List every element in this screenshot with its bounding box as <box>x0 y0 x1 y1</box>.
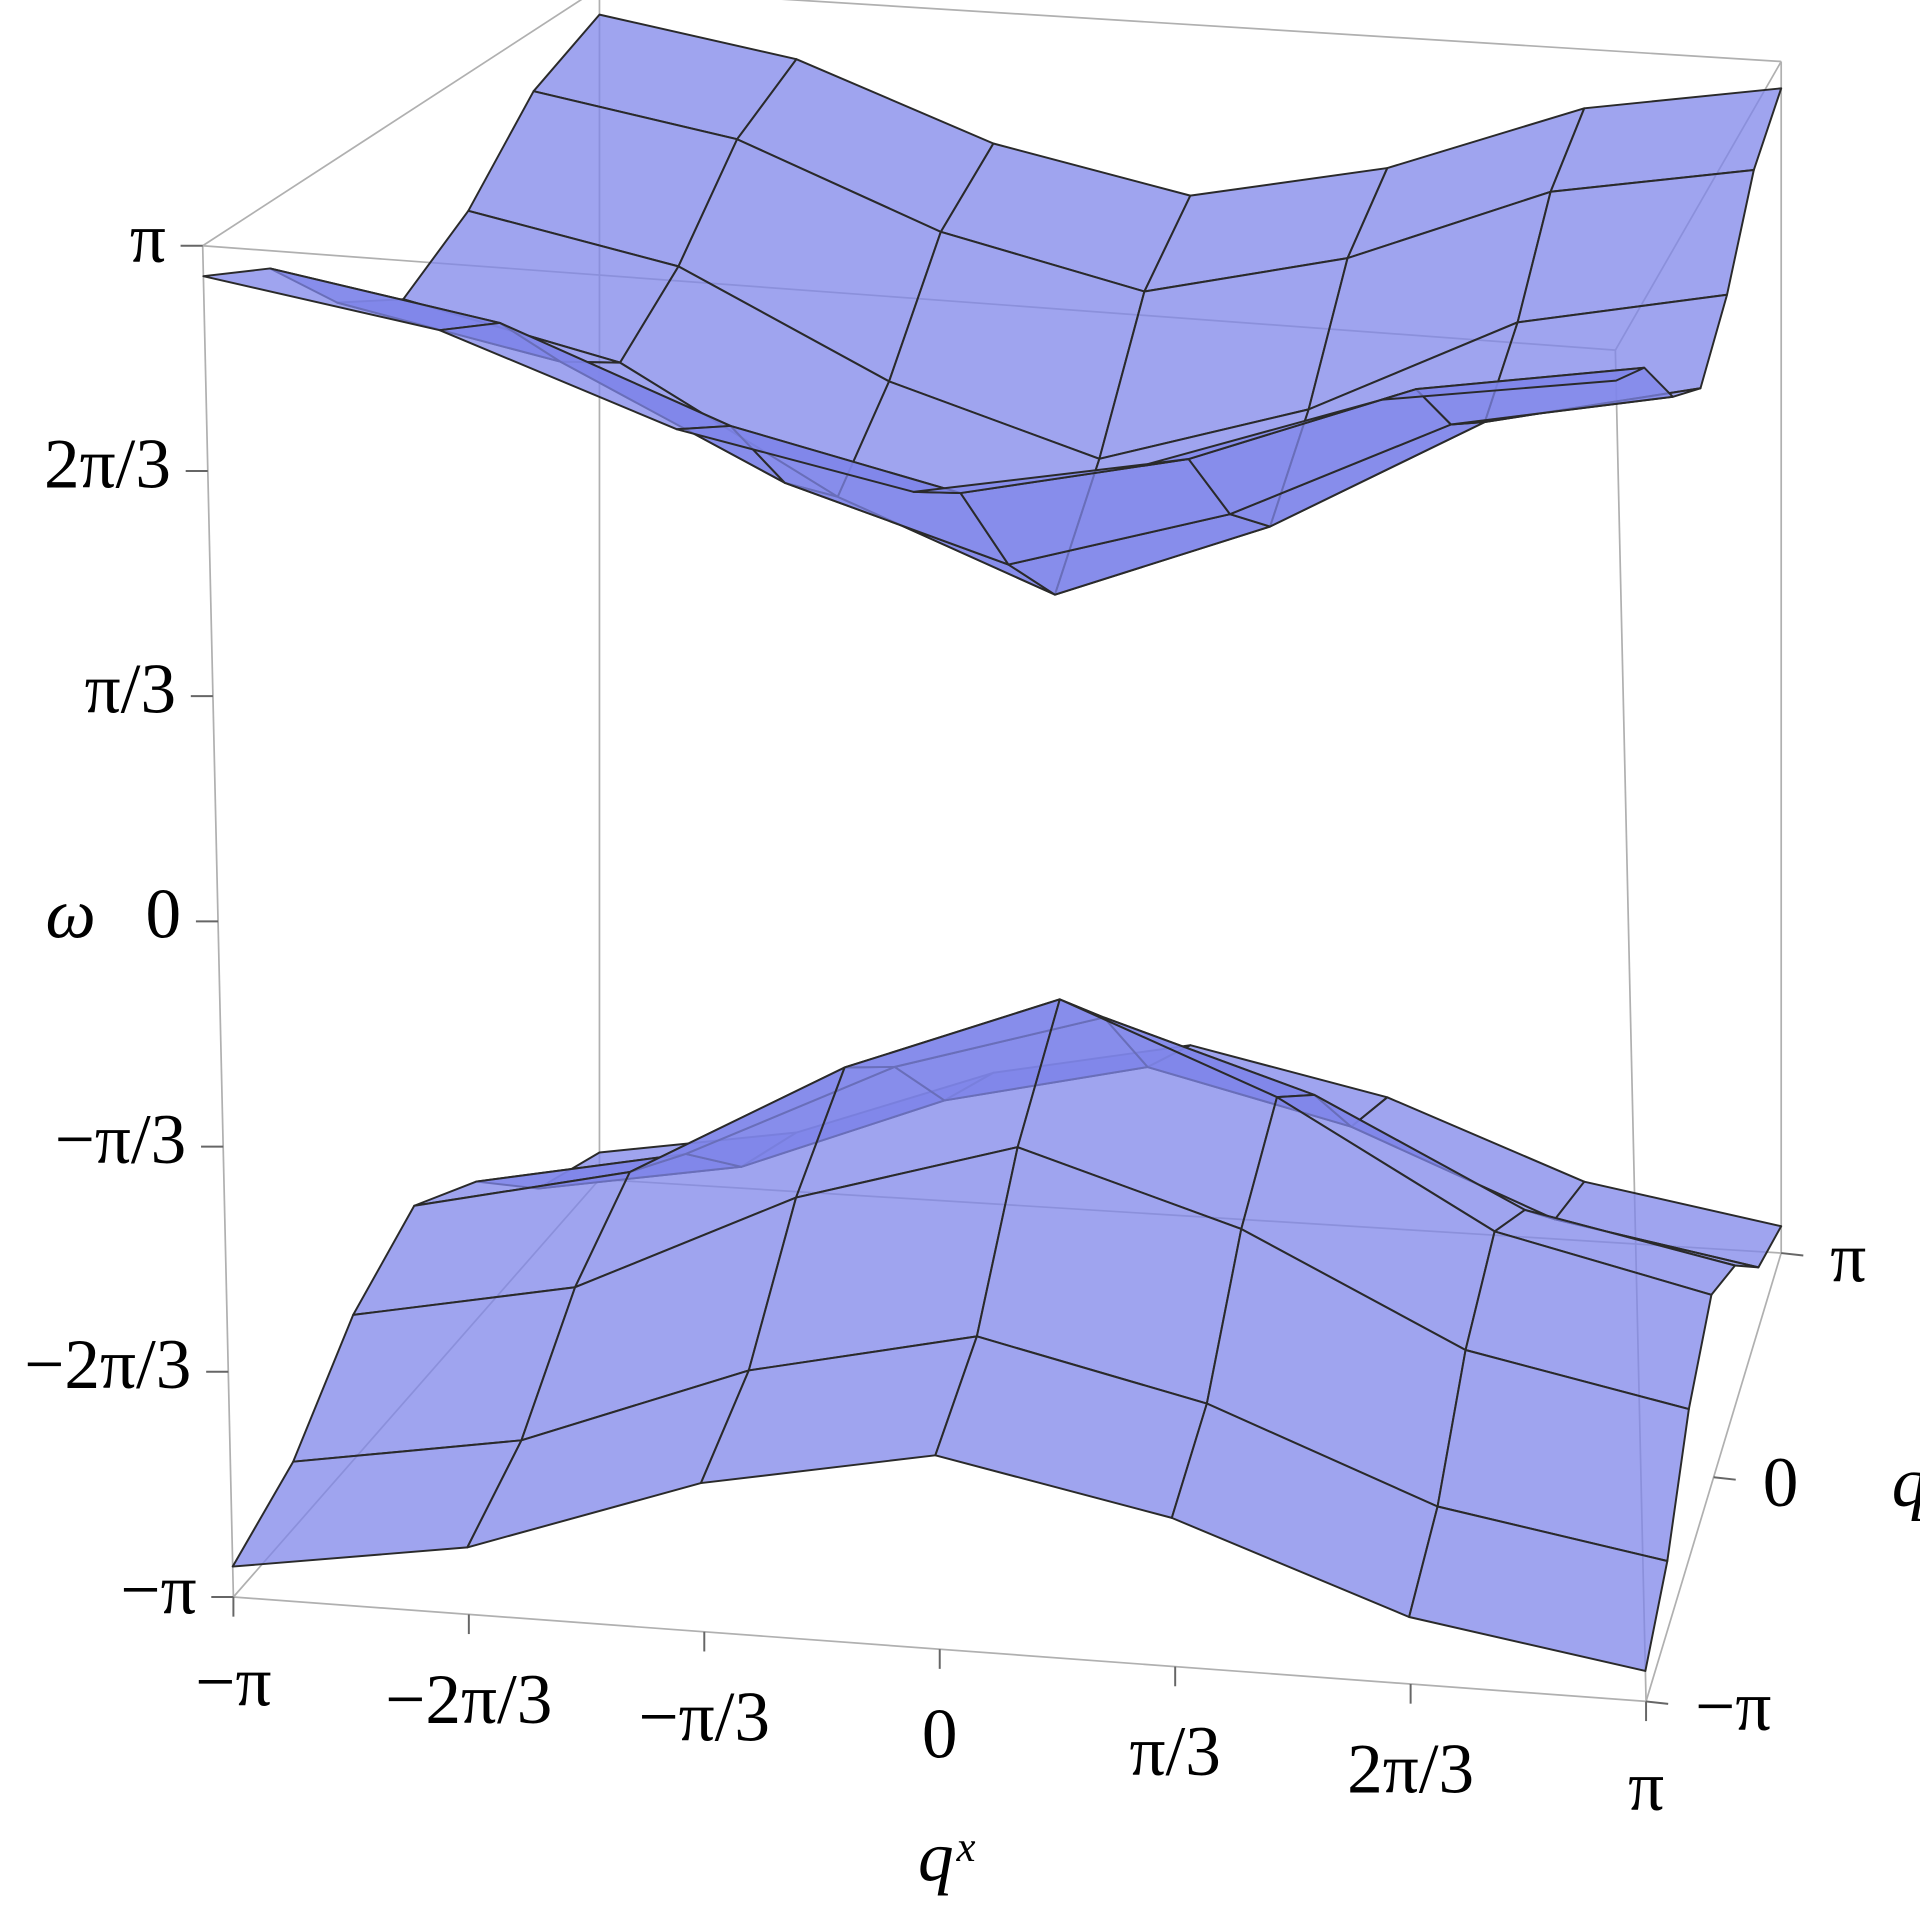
y-tick <box>1781 1252 1804 1257</box>
x-axis-title: qˣ <box>918 1819 976 1897</box>
x-tick-label: π <box>1628 1748 1664 1826</box>
y-tick-label: π <box>1830 1220 1866 1298</box>
x-tick-label: 0 <box>922 1696 958 1774</box>
y-tick-label: 0 <box>1763 1444 1799 1522</box>
x-tick-label: −π/3 <box>639 1678 771 1756</box>
x-tick-label: 2π/3 <box>1347 1730 1474 1808</box>
z-axis-title: ω <box>45 876 95 954</box>
surface-patch <box>231 1439 523 1568</box>
x-tick-label: −2π/3 <box>385 1661 552 1739</box>
z-tick-label: −π <box>120 1551 196 1629</box>
z-tick-label: 2π/3 <box>44 425 171 503</box>
z-tick-label: −π/3 <box>55 1101 187 1179</box>
y-axis-title: qʸ <box>1892 1444 1920 1522</box>
y-tick <box>1713 1476 1736 1481</box>
z-tick-label: π/3 <box>85 651 176 729</box>
z-tick-label: π <box>130 200 166 278</box>
box-edge <box>781 0 1782 63</box>
z-tick-label: −2π/3 <box>24 1326 191 1404</box>
x-tick-label: π/3 <box>1129 1713 1220 1791</box>
axes: −π −2π/3 −π/3 0 π/3 2π/3 π −π −2π/3 −π/3 0 π/3 2π/3 π… <box>24 200 1920 1896</box>
y-tick <box>1645 1700 1669 1705</box>
box-edge <box>202 0 583 247</box>
surface-patch <box>1408 1505 1669 1672</box>
surface-patch <box>1380 366 1646 401</box>
y-tick-label: −π <box>1695 1668 1771 1746</box>
x-tick-label: −π <box>195 1643 271 1721</box>
surfaces <box>202 13 1783 1672</box>
z-tick-label: 0 <box>146 876 182 954</box>
